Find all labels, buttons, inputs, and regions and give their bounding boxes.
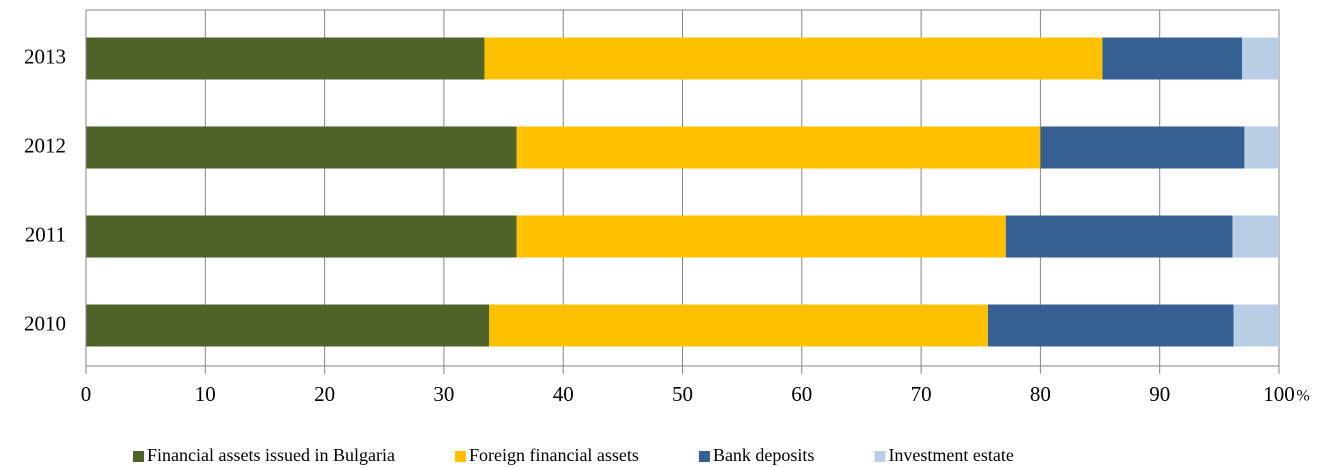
legend-swatch bbox=[133, 451, 144, 462]
y-tick-label: 2011 bbox=[25, 222, 66, 246]
x-tick-label: 70 bbox=[911, 382, 932, 406]
x-tick-label: 10 bbox=[195, 382, 216, 406]
bar-segment bbox=[484, 37, 1103, 80]
bar-segment bbox=[516, 215, 1006, 258]
x-tick-label: 0 bbox=[81, 382, 92, 406]
x-tick-label: 60 bbox=[791, 382, 812, 406]
bar-segment bbox=[86, 126, 517, 169]
x-tick-label: 100 bbox=[1263, 382, 1295, 406]
x-axis-label: % bbox=[1296, 388, 1309, 405]
bar-segment bbox=[1005, 215, 1233, 258]
bar-segment bbox=[1244, 126, 1279, 169]
legend-label: Financial assets issued in Bulgaria bbox=[147, 445, 395, 465]
bar-segment bbox=[987, 304, 1234, 347]
bar-segment bbox=[1233, 304, 1279, 347]
bar-segment bbox=[86, 304, 490, 347]
bar-segment bbox=[516, 126, 1041, 169]
legend-label: Bank deposits bbox=[713, 445, 815, 465]
x-tick-label: 30 bbox=[433, 382, 454, 406]
legend-swatch bbox=[698, 451, 710, 462]
bar-segment bbox=[1242, 37, 1279, 80]
bar-segment bbox=[489, 304, 988, 347]
bar-segment bbox=[1040, 126, 1245, 169]
bar-segment bbox=[1102, 37, 1243, 80]
x-tick-label: 90 bbox=[1149, 382, 1170, 406]
x-tick-label: 20 bbox=[314, 382, 335, 406]
x-tick-label: 80 bbox=[1030, 382, 1051, 406]
legend-label: Investment estate bbox=[888, 445, 1013, 465]
y-tick-label: 2010 bbox=[24, 311, 66, 335]
y-tick-label: 2013 bbox=[24, 44, 66, 68]
x-tick-label: 40 bbox=[553, 382, 574, 406]
bar-segment bbox=[86, 37, 485, 80]
legend-swatch bbox=[874, 451, 886, 462]
bar-segment bbox=[86, 215, 517, 258]
legend-label: Foreign financial assets bbox=[469, 445, 639, 465]
legend-swatch bbox=[454, 451, 466, 462]
x-tick-label: 50 bbox=[672, 382, 693, 406]
y-tick-label: 2012 bbox=[24, 133, 66, 157]
bar-segment bbox=[1232, 215, 1279, 258]
